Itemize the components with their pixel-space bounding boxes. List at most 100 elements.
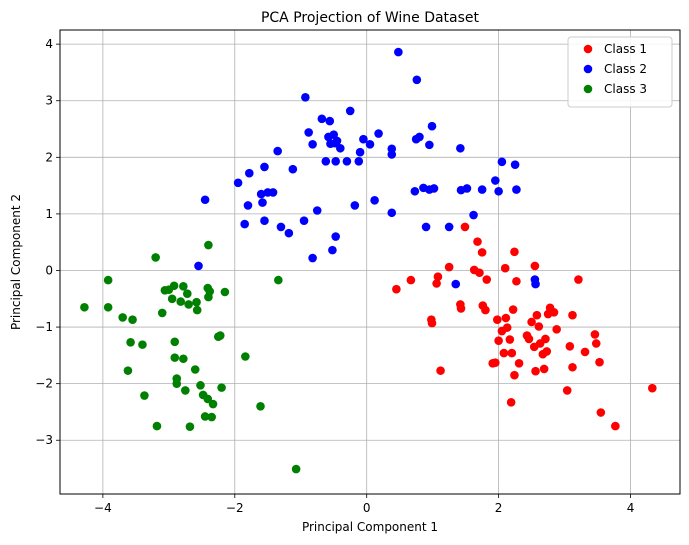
class-2-point [288, 164, 298, 174]
class-3-point [291, 464, 301, 474]
legend-label-class-2: Class 2 [604, 62, 647, 76]
class-1-point [542, 347, 552, 356]
class-3-point [220, 287, 230, 297]
class-1-point [512, 276, 521, 286]
class-2-point [312, 206, 322, 215]
class-1-point [647, 383, 657, 393]
class-1-point [532, 310, 542, 320]
class-2-point [308, 253, 317, 263]
class-3-point [208, 399, 218, 409]
class-3-point [126, 338, 135, 347]
class-2-point [342, 156, 352, 166]
class-1-point [534, 322, 544, 331]
class-1-point [510, 247, 519, 257]
class-1-point [506, 398, 516, 407]
class-3-point [152, 421, 162, 431]
class-2-point [331, 156, 341, 166]
class-1-point [502, 323, 512, 332]
class-3-point [123, 366, 133, 375]
class-1-point [406, 275, 416, 285]
class-3-point [103, 275, 113, 285]
chart-title: PCA Projection of Wine Dataset [261, 10, 480, 26]
class-1-point [568, 310, 577, 320]
class-2-point [243, 201, 253, 210]
class-2-point [531, 279, 540, 289]
x-tick-label: −2 [226, 501, 244, 515]
class-3-point [157, 308, 167, 318]
class-1-point [541, 334, 550, 344]
y-tick-label: 1 [45, 207, 53, 221]
class-2-point [462, 184, 472, 193]
class-2-point [273, 146, 282, 156]
class-1-point [611, 421, 620, 431]
class-2-point [427, 121, 437, 131]
class-2-point [328, 245, 337, 255]
class-3-point [103, 302, 113, 312]
class-2-point [456, 143, 465, 153]
class-2-point [355, 147, 365, 157]
y-tick-label: −1 [35, 320, 53, 334]
class-3-point [179, 282, 188, 291]
class-3-point [170, 337, 180, 347]
class-1-point [433, 272, 443, 282]
class-1-point [568, 362, 577, 372]
class-3-point [176, 297, 186, 306]
class-1-point [574, 275, 583, 284]
class-2-point [325, 116, 335, 126]
class-1-point [595, 357, 604, 367]
class-1-point [552, 325, 561, 334]
x-tick-label: 2 [495, 501, 503, 515]
class-2-point [444, 222, 454, 232]
class-3-point [274, 275, 283, 285]
x-tick-label: −4 [94, 501, 112, 515]
y-tick-label: 3 [45, 94, 53, 108]
class-1-point [508, 305, 518, 314]
legend-marker-class-2 [583, 64, 593, 74]
class-2-point [491, 176, 500, 185]
class-1-point [562, 386, 572, 395]
legend-marker-class-3 [583, 84, 593, 94]
plot-frame [59, 29, 681, 495]
class-3-point [167, 294, 177, 304]
class-3-point [169, 281, 179, 291]
y-tick-label: 2 [45, 150, 53, 164]
class-3-point [200, 412, 210, 421]
class-3-point [170, 353, 180, 362]
class-2-point [494, 186, 503, 196]
class-1-point [427, 318, 437, 328]
class-2-point [276, 222, 286, 232]
class-1-point [473, 237, 482, 246]
class-1-point [456, 304, 466, 313]
class-1-point [514, 358, 524, 368]
class-1-point [392, 284, 401, 294]
class-2-point [233, 178, 243, 188]
y-axis-title: Principal Component 2 [9, 194, 23, 330]
class-2-point [345, 106, 355, 116]
class-2-point [308, 140, 317, 149]
class-2-point [412, 75, 422, 85]
data-points [80, 47, 657, 474]
class-2-point [374, 129, 383, 138]
class-1-point [444, 262, 454, 272]
class-3-point [215, 331, 225, 340]
class-1-point [565, 342, 575, 351]
class-2-point [299, 216, 309, 225]
class-1-point [492, 315, 502, 325]
legend-label-class-1: Class 1 [604, 42, 647, 56]
x-axis-title: Principal Component 1 [302, 520, 438, 534]
class-3-point [207, 412, 217, 422]
class-2-point [370, 196, 379, 205]
class-3-point [181, 386, 190, 395]
class-2-point [425, 140, 434, 150]
class-2-point [429, 184, 439, 193]
class-1-point [590, 330, 600, 339]
class-3-point [179, 354, 188, 364]
class-2-point [497, 157, 507, 167]
class-3-point [138, 340, 147, 349]
class-3-point [192, 305, 202, 315]
class-1-point [596, 408, 606, 417]
class-3-point [192, 297, 201, 307]
class-2-point [477, 185, 487, 194]
class-2-point [421, 222, 431, 232]
